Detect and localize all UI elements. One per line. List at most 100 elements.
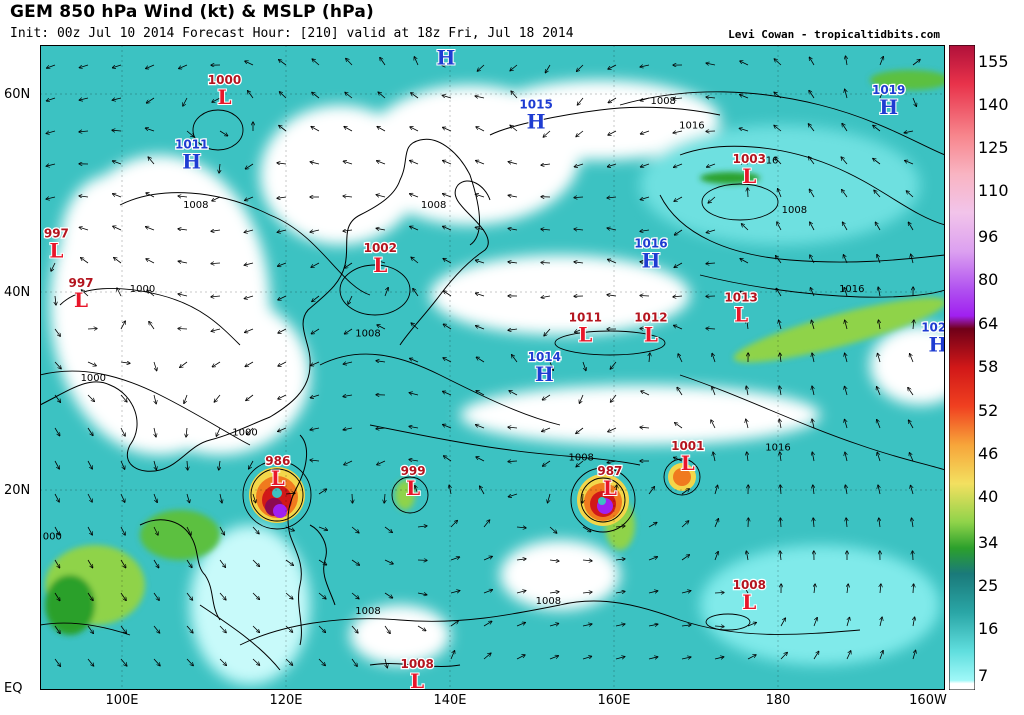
wind-vector [55,295,56,305]
wind-vector [216,427,221,436]
wind-vector [607,461,617,463]
latitude-label: 20N [4,483,31,498]
wind-vector [607,228,617,230]
wind-vector [542,427,551,431]
wind-vector [384,559,393,564]
wind-vector [180,361,188,367]
wind-vector [46,164,56,166]
wind-vector [380,58,386,66]
wind-vector [410,194,419,198]
pressure-value: 987 [597,464,622,478]
wind-vector [87,559,93,568]
wind-vector [186,559,192,568]
wind-vector [179,64,188,69]
wind-vector [574,229,584,230]
wind-vector [146,64,155,69]
wind-vector [648,557,657,561]
wind-vector [450,621,458,627]
wind-vector [640,427,650,428]
wind-vector [87,361,96,366]
wind-vector [483,556,492,561]
wind-vector [483,520,490,528]
wind-vector [608,97,617,103]
pressure-value: 1014 [429,45,462,47]
wind-vector [673,131,683,133]
wind-vector [509,391,518,396]
wind-vector [186,130,194,137]
wind-vector [51,262,56,271]
wind-vector [615,657,625,659]
wind-vector [542,394,551,400]
wind-vector [845,353,847,363]
wind-vector [450,591,460,593]
calm-wind-zones [50,80,945,685]
wind-vector [214,394,221,402]
wind-vector [681,625,691,626]
low-pressure-marker: L [217,85,231,109]
wind-vector [810,222,815,231]
wind-vector [607,197,617,198]
isobar-label: 1016 [839,284,864,295]
wind-vector [875,222,881,231]
low-pressure-marker: L [734,303,748,327]
wind-vector [909,453,914,462]
wind-vector [186,493,190,503]
wind-vector [747,320,748,330]
wind-vector [385,658,387,668]
credit-label: Levi Cowan - tropicaltidbits.com [728,28,940,41]
colorbar-label: 7 [978,666,989,685]
wind-vector [311,127,320,132]
wind-vector [483,621,492,627]
wind-vector [508,329,518,330]
wind-vector [79,131,89,132]
wind-vector [877,255,881,264]
wind-vector [112,98,122,100]
wind-vector [843,255,848,264]
wind-vector [384,625,390,633]
wind-vector [377,325,386,330]
wind-vector [443,324,452,330]
wind-vector [278,427,287,432]
wind-vector [220,493,222,503]
wind-vector [913,617,915,627]
wind-vector [549,526,557,533]
wind-vector [87,394,94,401]
wind-vector [846,518,847,528]
wind-vector [79,64,89,68]
wind-vector [475,194,485,198]
wind-vector [377,127,386,132]
wind-vector [87,526,92,535]
graticule [40,45,945,690]
wind-vector [845,386,848,396]
wind-vector [178,196,188,197]
wind-vector [410,226,419,231]
wind-vector [311,262,320,267]
pressure-value: 1008 [400,657,433,671]
wind-vector [674,325,683,330]
wind-vector [641,391,650,396]
wind-vector [285,592,293,599]
wind-vector [812,353,814,363]
wind-vector [154,394,156,404]
wind-vector [576,460,584,467]
wind-vector [81,258,89,264]
wind-vector [212,196,221,201]
wind-vector [153,493,157,502]
wind-vector [153,526,158,535]
wind-vector [87,592,93,601]
wind-vector [510,125,518,132]
wind-vector [378,92,386,99]
pressure-value: 1011 [175,137,208,151]
wind-vector [54,526,59,535]
wind-vector [310,394,320,398]
wind-vector [219,592,226,600]
wind-vector [648,657,658,659]
wind-vector [318,592,326,599]
wind-vector [879,518,880,528]
wind-vector [54,625,60,633]
wind-vector [640,296,650,297]
longitude-label: 140E [433,693,467,708]
wind-vector [244,295,254,299]
wind-vector [443,391,452,396]
wind-vector [845,419,848,429]
